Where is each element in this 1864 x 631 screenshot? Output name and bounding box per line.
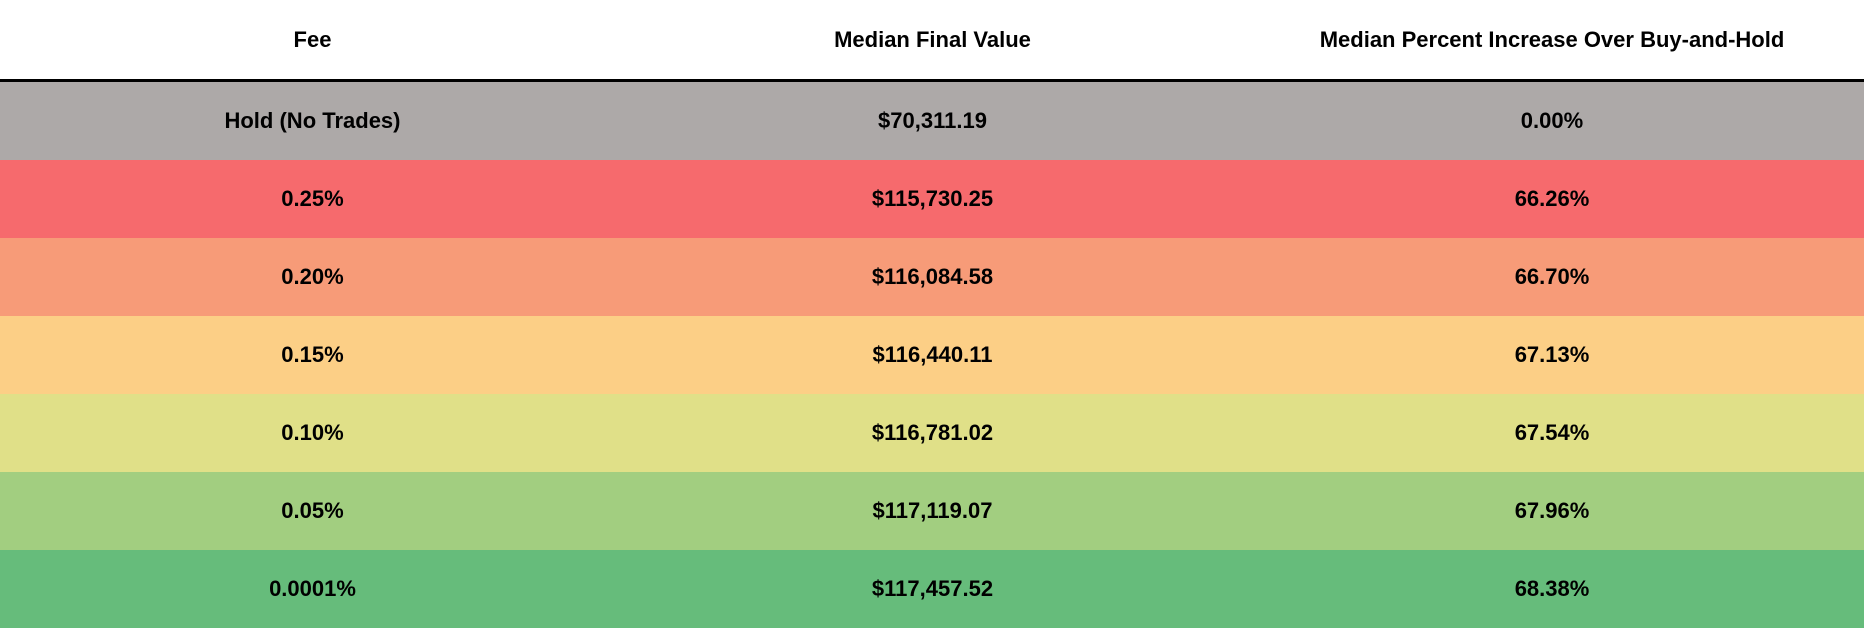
table-row: 0.05% $117,119.07 67.96% — [0, 472, 1864, 550]
median-final-value-cell: $117,457.52 — [871, 576, 994, 601]
fee-cell: 0.25% — [281, 186, 344, 211]
table-row: 0.25% $115,730.25 66.26% — [0, 160, 1864, 238]
table-row: 0.15% $116,440.11 67.13% — [0, 316, 1864, 394]
median-final-value-cell: $116,781.02 — [871, 420, 994, 445]
median-percent-increase-cell: 66.70% — [1514, 264, 1590, 289]
fee-cell: 0.20% — [281, 264, 344, 289]
median-percent-increase-cell: 66.26% — [1514, 186, 1590, 211]
median-percent-increase-cell: 67.54% — [1514, 420, 1590, 445]
median-percent-increase-cell: 0.00% — [1520, 108, 1584, 133]
table-row: Hold (No Trades) $70,311.19 0.00% — [0, 82, 1864, 160]
median-percent-increase-cell: 68.38% — [1514, 576, 1590, 601]
median-final-value-cell: $115,730.25 — [871, 186, 994, 211]
median-percent-increase-cell: 67.13% — [1514, 342, 1590, 367]
fee-cell: Hold (No Trades) — [224, 108, 401, 133]
table-row: 0.0001% $117,457.52 68.38% — [0, 550, 1864, 628]
median-final-value-cell: $116,084.58 — [871, 264, 994, 289]
header-median-final-value: Median Final Value — [834, 26, 1031, 52]
median-percent-increase-cell: 67.96% — [1514, 498, 1590, 523]
header-median-percent-increase: Median Percent Increase Over Buy-and-Hol… — [1319, 26, 1785, 52]
fee-cell: 0.15% — [281, 342, 344, 367]
median-final-value-cell: $117,119.07 — [872, 498, 993, 523]
fee-cell: 0.10% — [281, 420, 344, 445]
fee-cell: 0.0001% — [269, 576, 356, 601]
header-fee: Fee — [293, 26, 332, 52]
table-row: 0.20% $116,084.58 66.70% — [0, 238, 1864, 316]
table-header-row: Fee Median Final Value Median Percent In… — [0, 0, 1864, 82]
median-final-value-cell: $116,440.11 — [872, 342, 993, 367]
table-row: 0.10% $116,781.02 67.54% — [0, 394, 1864, 472]
median-final-value-cell: $70,311.19 — [878, 108, 987, 133]
fee-cell: 0.05% — [281, 498, 344, 523]
